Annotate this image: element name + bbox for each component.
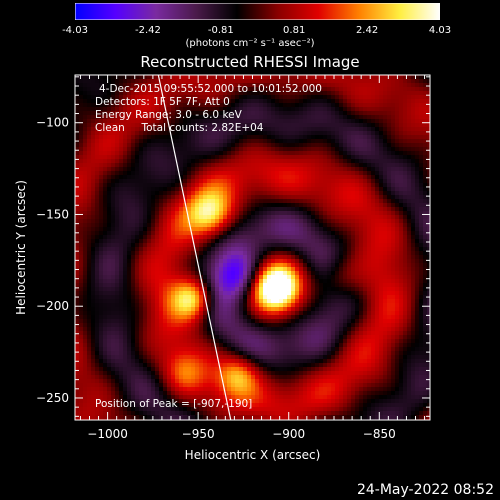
y-tick-label: −200 bbox=[36, 299, 69, 313]
y-tick-label: −250 bbox=[36, 391, 69, 405]
annotation-line: Energy Range: 3.0 - 6.0 keV bbox=[95, 109, 243, 121]
colorbar-tick-label: 2.42 bbox=[355, 25, 379, 36]
heatmap-plot: 4-Dec-2015 09:55:52.000 to 10:01:52.000D… bbox=[75, 75, 430, 420]
chart-title: Reconstructed RHESSI Image bbox=[140, 53, 360, 71]
x-axis-label: Heliocentric X (arcsec) bbox=[185, 448, 321, 462]
y-tick-label: −100 bbox=[36, 116, 69, 130]
annotation-line: 4-Dec-2015 09:55:52.000 to 10:01:52.000 bbox=[99, 83, 322, 95]
x-tick-label: −850 bbox=[363, 427, 396, 441]
x-tick-label: −900 bbox=[272, 427, 305, 441]
y-tick-label: −150 bbox=[36, 207, 69, 221]
colorbar bbox=[75, 3, 440, 20]
y-axis-label: Heliocentric Y (arcsec) bbox=[14, 180, 28, 315]
annotation-line: Clean Total counts: 2.82E+04 bbox=[95, 122, 264, 134]
x-tick-label: −1000 bbox=[87, 427, 128, 441]
colorbar-tick-label: -2.42 bbox=[134, 25, 161, 36]
footer-date: 24-May-2022 08:52 bbox=[356, 482, 494, 498]
annotation-line: Detectors: 1F 5F 7F, Att 0 bbox=[95, 96, 230, 108]
colorbar-tick-label: -4.03 bbox=[62, 25, 88, 36]
colorbar-tick-label: 4.03 bbox=[428, 25, 452, 36]
colorbar-unit-label: (photons cm⁻² s⁻¹ asec⁻²) bbox=[185, 38, 315, 49]
colorbar-tick-label: -0.81 bbox=[207, 25, 234, 36]
x-tick-label: −950 bbox=[182, 427, 215, 441]
peak-position-label: Position of Peak = [-907,-190] bbox=[95, 398, 252, 410]
colorbar-tick-label: 0.81 bbox=[283, 25, 306, 36]
